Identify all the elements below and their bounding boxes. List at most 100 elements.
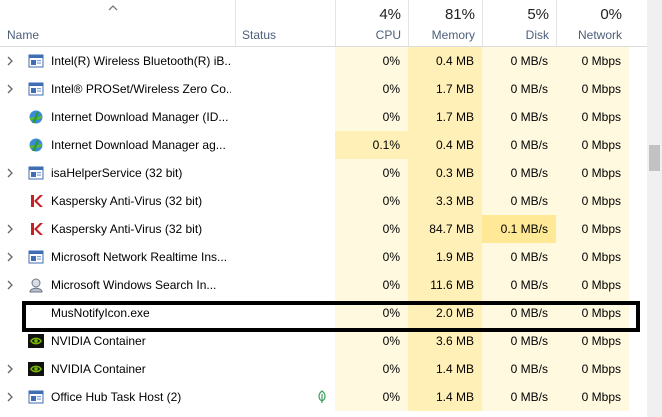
process-row[interactable]: Microsoft Windows Search In... 0% 11.6 MB 0… (0, 271, 647, 299)
process-row[interactable]: Kaspersky Anti-Virus (32 bit) 0% 84.7 MB 0.… (0, 215, 647, 243)
process-row[interactable]: Intel(R) Wireless Bluetooth(R) iB... 0% 0.… (0, 47, 647, 75)
process-name: Kaspersky Anti-Virus (32 bit) (51, 194, 203, 208)
network-value: 0 Mbps (556, 75, 629, 103)
network-value: 0 Mbps (556, 383, 629, 411)
sort-ascending-icon[interactable] (108, 4, 118, 12)
leaf-icon (318, 390, 326, 403)
chevron-right-icon[interactable] (6, 252, 14, 262)
memory-value: 2.0 MB (408, 299, 482, 327)
column-header-name[interactable]: Name (0, 0, 235, 46)
memory-value: 0.3 MB (408, 159, 482, 187)
column-header-status[interactable]: Status (235, 0, 336, 46)
memory-value: 1.4 MB (408, 383, 482, 411)
column-header-bar: Name Status 4% CPU 81% Memory 5% Disk 0%… (0, 0, 647, 47)
process-row[interactable]: Internet Download Manager (ID... 0% 1.7 MB… (0, 103, 647, 131)
disk-total-percent: 5% (527, 6, 549, 23)
memory-total-percent: 81% (444, 6, 475, 23)
chevron-right-icon[interactable] (6, 392, 14, 402)
service-window-icon (28, 165, 44, 181)
process-name: NVIDIA Container (51, 334, 146, 348)
scrollbar-thumb[interactable] (649, 145, 660, 171)
search-indexer-icon (28, 277, 44, 293)
vertical-scrollbar[interactable] (647, 0, 662, 417)
disk-value: 0 MB/s (482, 103, 556, 131)
process-name: Intel(R) Wireless Bluetooth(R) iB... (51, 54, 231, 68)
disk-value: 0 MB/s (482, 187, 556, 215)
cpu-value: 0% (335, 75, 408, 103)
network-total-percent: 0% (600, 6, 622, 23)
nvidia-icon (28, 361, 44, 377)
cpu-value: 0% (335, 383, 408, 411)
memory-value: 11.6 MB (408, 271, 482, 299)
process-name: Microsoft Windows Search In... (51, 278, 217, 292)
idm-globe-icon (28, 137, 44, 153)
disk-value: 0 MB/s (482, 243, 556, 271)
service-window-icon (28, 249, 44, 265)
cpu-value: 0% (335, 187, 408, 215)
column-header-cpu[interactable]: 4% CPU (335, 0, 409, 46)
chevron-right-icon[interactable] (6, 280, 14, 290)
memory-value: 0.4 MB (408, 47, 482, 75)
chevron-right-icon[interactable] (6, 168, 14, 178)
cpu-value: 0% (335, 299, 408, 327)
process-name: MusNotifyIcon.exe (51, 306, 150, 320)
network-value: 0 Mbps (556, 215, 629, 243)
cpu-total-percent: 4% (379, 6, 401, 23)
process-row[interactable]: isaHelperService (32 bit) 0% 0.3 MB 0 MB/s 0… (0, 159, 647, 187)
network-value: 0 Mbps (556, 187, 629, 215)
disk-value: 0 MB/s (482, 355, 556, 383)
network-value: 0 Mbps (556, 271, 629, 299)
cpu-value: 0% (335, 215, 408, 243)
memory-value: 1.7 MB (408, 103, 482, 131)
process-row[interactable]: Kaspersky Anti-Virus (32 bit) 0% 3.3 MB 0 M… (0, 187, 647, 215)
chevron-right-icon[interactable] (6, 224, 14, 234)
memory-value: 1.9 MB (408, 243, 482, 271)
network-value: 0 Mbps (556, 327, 629, 355)
process-row[interactable]: Office Hub Task Host (2) 0% 1.4 MB 0 MB/s 0 … (0, 383, 647, 411)
chevron-right-icon[interactable] (6, 364, 14, 374)
memory-value: 0.4 MB (408, 131, 482, 159)
process-name: NVIDIA Container (51, 362, 146, 376)
network-value: 0 Mbps (556, 103, 629, 131)
idm-globe-icon (28, 109, 44, 125)
column-header-memory[interactable]: 81% Memory (408, 0, 483, 46)
kaspersky-icon (28, 221, 44, 237)
memory-value: 84.7 MB (408, 215, 482, 243)
chevron-right-icon[interactable] (6, 56, 14, 66)
column-header-cpu-label: CPU (375, 28, 401, 42)
process-name: Intel® PROSet/Wireless Zero Co... (51, 82, 231, 96)
column-header-memory-label: Memory (431, 28, 475, 42)
process-row[interactable]: Internet Download Manager ag... 0.1% 0.4 M… (0, 131, 647, 159)
disk-value: 0 MB/s (482, 383, 556, 411)
network-value: 0 Mbps (556, 243, 629, 271)
memory-value: 3.6 MB (408, 327, 482, 355)
process-name: Kaspersky Anti-Virus (32 bit) (51, 222, 203, 236)
cpu-value: 0% (335, 243, 408, 271)
process-name: isaHelperService (32 bit) (51, 166, 183, 180)
service-window-icon (28, 53, 44, 69)
process-row[interactable]: NVIDIA Container 0% 3.6 MB 0 MB/s 0 Mbps (0, 327, 647, 355)
column-header-disk[interactable]: 5% Disk (482, 0, 557, 46)
network-value: 0 Mbps (556, 131, 629, 159)
process-name: Microsoft Network Realtime Ins... (51, 250, 228, 264)
cpu-value: 0% (335, 103, 408, 131)
process-row[interactable]: Intel® PROSet/Wireless Zero Co... 0% 1.7 M… (0, 75, 647, 103)
cpu-value: 0% (335, 355, 408, 383)
kaspersky-icon (28, 193, 44, 209)
network-value: 0 Mbps (556, 159, 629, 187)
process-row[interactable]: NVIDIA Container 0% 1.4 MB 0 MB/s 0 Mbps (0, 355, 647, 383)
cpu-value: 0% (335, 327, 408, 355)
column-header-name-label: Name (7, 28, 40, 42)
disk-value: 0 MB/s (482, 299, 556, 327)
memory-value: 3.3 MB (408, 187, 482, 215)
column-header-network[interactable]: 0% Network (556, 0, 630, 46)
cpu-value: 0% (335, 159, 408, 187)
disk-value: 0 MB/s (482, 159, 556, 187)
process-row[interactable]: Microsoft Network Realtime Ins... 0% 1.9 M… (0, 243, 647, 271)
chevron-right-icon[interactable] (6, 84, 14, 94)
nvidia-icon (28, 333, 44, 349)
cpu-value: 0% (335, 47, 408, 75)
process-row-highlighted[interactable]: MusNotifyIcon.exe 0% 2.0 MB 0 MB/s 0 Mbps (0, 299, 647, 327)
cpu-value: 0% (335, 271, 408, 299)
service-window-icon (28, 389, 44, 405)
